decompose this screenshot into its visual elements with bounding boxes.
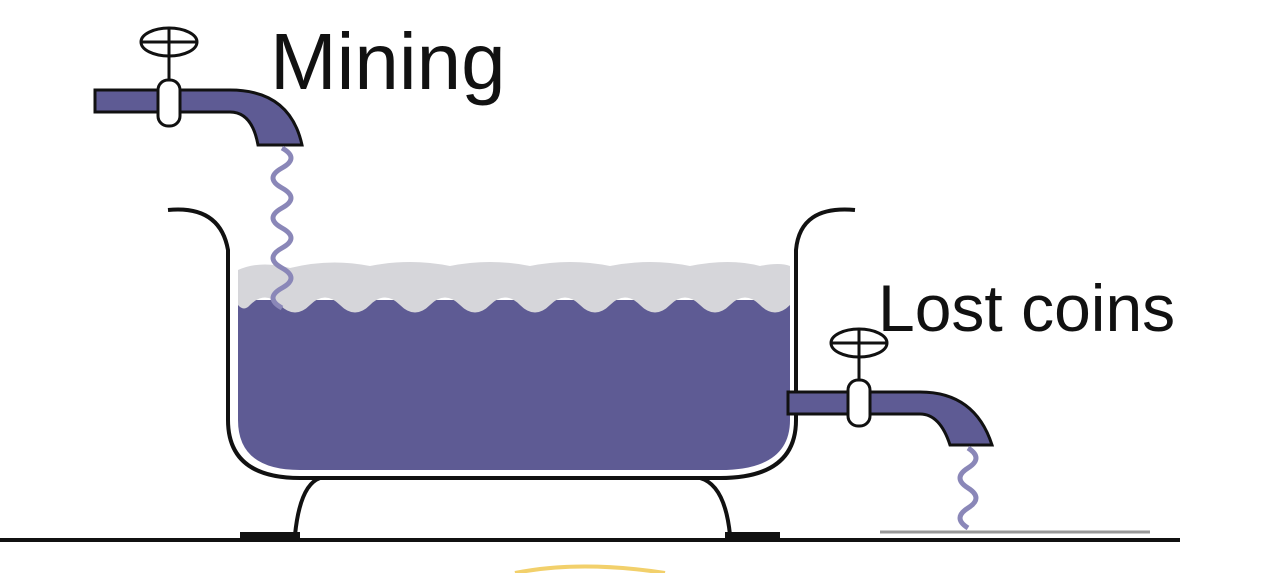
- tub-outline-right: [700, 207, 856, 480]
- tub-foot-right: [699, 476, 732, 536]
- mining-label: Mining: [270, 17, 506, 106]
- tub-foot-left: [293, 476, 321, 536]
- drain-stream-icon: [957, 445, 979, 531]
- tub-water-surface: [238, 262, 790, 313]
- inflow-pipe: [93, 88, 304, 147]
- tub-outline-left: [167, 207, 320, 480]
- tub-foot-left-base: [240, 532, 300, 540]
- outflow-pipe: [786, 390, 995, 447]
- lost-coins-label: Lost coins: [878, 271, 1176, 345]
- outflow-tap-icon: [786, 327, 995, 447]
- tub-water: [238, 300, 790, 470]
- water-stream-icon: [270, 145, 294, 311]
- tub-foot-right-base: [725, 532, 780, 540]
- bottom-arc: [514, 564, 666, 575]
- outflow-valve-body: [846, 378, 872, 428]
- inflow-valve-body: [156, 78, 182, 128]
- inflow-tap-icon: [93, 26, 304, 147]
- bathtub-icon: [167, 207, 856, 540]
